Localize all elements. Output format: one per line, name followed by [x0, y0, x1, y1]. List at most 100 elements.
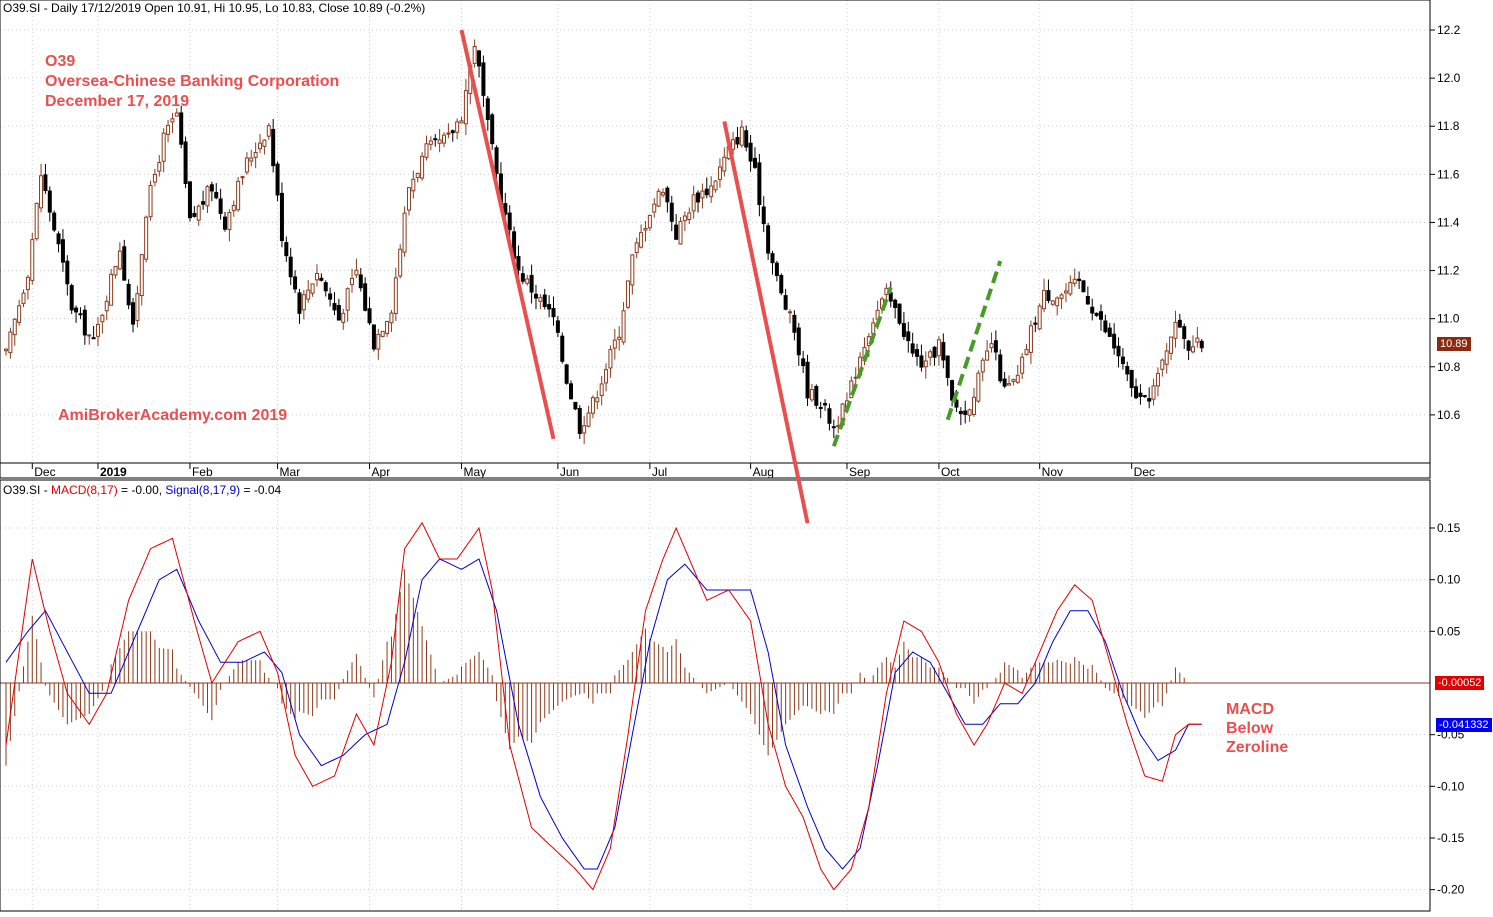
candle [604, 363, 609, 392]
candle-body [82, 309, 87, 336]
candle-body [1164, 350, 1169, 365]
candle-body [437, 139, 442, 144]
candle [266, 122, 271, 140]
candle [69, 283, 74, 315]
annotation-macd-note-2: Below [1226, 720, 1274, 737]
candle-body [696, 192, 701, 203]
candle-body [266, 125, 271, 137]
candle [906, 321, 911, 353]
candle-body [647, 214, 652, 229]
candle-body [700, 190, 705, 199]
candle-body [915, 349, 920, 357]
candle-body [406, 187, 411, 211]
candle-body [1134, 386, 1139, 399]
candle [1186, 339, 1191, 361]
candle-body [323, 282, 328, 292]
candle-body [1033, 322, 1038, 325]
candle-body [923, 360, 928, 368]
candle [533, 284, 538, 310]
candle-body [236, 180, 241, 211]
candle-body [595, 397, 600, 403]
candle [25, 275, 30, 300]
candle-body [411, 178, 416, 192]
candle [818, 401, 823, 419]
candle [424, 135, 429, 161]
candle [752, 147, 757, 169]
candle [634, 237, 639, 259]
candle-body [393, 277, 398, 314]
candle-body [897, 303, 902, 324]
candle-body [209, 184, 214, 192]
candle-body [490, 114, 495, 145]
candle [275, 161, 280, 202]
candle-body [1015, 374, 1020, 383]
candle-body [739, 126, 744, 146]
candle-body [100, 314, 105, 323]
candle-body [279, 192, 284, 242]
candle-body [586, 412, 591, 427]
candle-body [722, 156, 727, 172]
candle [376, 328, 381, 360]
candle-body [971, 396, 976, 415]
price-y-tick-label: 10.6 [1437, 408, 1461, 422]
candle [590, 395, 595, 419]
candle [284, 236, 289, 262]
candle-body [687, 212, 692, 221]
candle [187, 181, 192, 222]
candle [174, 108, 179, 117]
candle [214, 183, 219, 200]
candle [104, 295, 109, 321]
candle [279, 182, 284, 248]
candle [463, 79, 468, 135]
candle [731, 131, 736, 156]
price-header: O39.SI - Daily 17/12/2019 Open 10.91, Hi… [3, 1, 425, 15]
candle [1042, 278, 1047, 313]
candle-body [148, 184, 153, 218]
candle-body [656, 190, 661, 207]
candle [1112, 323, 1117, 355]
candle-body [814, 385, 819, 406]
candle [770, 250, 775, 275]
candle [1155, 367, 1160, 397]
candle [1142, 394, 1147, 398]
candle [196, 204, 201, 226]
candle-body [218, 198, 223, 214]
candle [65, 255, 70, 296]
candle-body [139, 254, 144, 297]
candle [1090, 298, 1095, 321]
macd-y-tick-label: 0.10 [1437, 573, 1461, 587]
price-y-tick-label: 11.2 [1437, 264, 1460, 278]
annotation-watermark: AmiBrokerAcademy.com 2019 [58, 407, 288, 424]
candle-body [258, 142, 263, 150]
candle [717, 158, 722, 188]
macd-line [5, 521, 1202, 891]
candle-body [831, 426, 836, 429]
candle [1195, 326, 1200, 348]
candle-body [428, 140, 433, 145]
candle-body [131, 302, 136, 325]
candle [253, 142, 258, 169]
candle-body [503, 203, 508, 215]
candle [12, 317, 17, 346]
candle-body [231, 204, 236, 212]
candle [249, 149, 254, 167]
candle-body [1072, 278, 1077, 284]
candle-body [56, 233, 61, 245]
macd-header-macd-label: MACD(8,17) [51, 483, 118, 497]
candle [599, 375, 604, 406]
candle [109, 269, 114, 306]
candle-body [941, 342, 946, 361]
candle-body [354, 269, 359, 276]
candle [529, 264, 534, 304]
candle [1050, 300, 1055, 306]
candle [358, 267, 363, 292]
candle-body [1011, 379, 1016, 382]
candle [179, 105, 184, 149]
candle-body [621, 310, 626, 343]
candle-body [717, 166, 722, 181]
candle-body [936, 339, 941, 357]
candle-body [792, 314, 797, 333]
trendlines [459, 29, 1003, 524]
candle-body [144, 216, 149, 260]
